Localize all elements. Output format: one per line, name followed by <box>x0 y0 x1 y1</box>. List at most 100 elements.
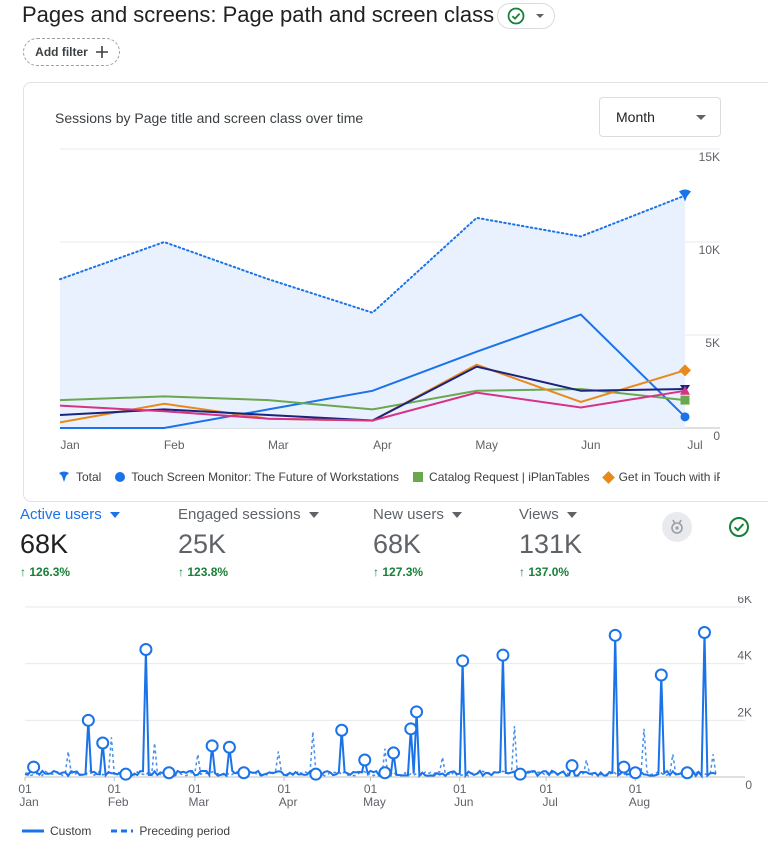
square-swatch-icon <box>413 472 424 482</box>
marker-get-in-touch <box>679 364 691 377</box>
x-tick-day: 01 <box>364 782 378 796</box>
y-tick-label: 10K <box>699 243 720 257</box>
period-select-value: Month <box>616 109 655 125</box>
data-point-total <box>54 273 66 285</box>
metric-new-users[interactable]: New users 68K ↑ 127.3% <box>373 506 462 579</box>
legend-item-preceding[interactable]: Preceding period <box>111 824 230 838</box>
solid-line-icon <box>22 829 44 833</box>
x-tick-month: Jan <box>19 795 38 809</box>
x-tick-month: May <box>363 795 386 809</box>
metric-value: 131K <box>519 529 583 559</box>
legend-label: Get in Touch with iP <box>618 470 720 484</box>
caret-down-icon <box>109 511 120 518</box>
x-tick-day: 01 <box>108 782 122 796</box>
x-tick-label: Jan <box>60 438 79 452</box>
x-tick-month: Apr <box>279 795 298 809</box>
data-point-total <box>575 230 587 242</box>
legend-item-custom[interactable]: Custom <box>22 824 91 838</box>
metric-label: New users <box>373 506 444 523</box>
marker-total <box>679 189 691 202</box>
plus-icon <box>95 46 108 58</box>
data-point-magenta <box>262 413 274 425</box>
anomaly-marker <box>335 723 349 737</box>
legend-item-catalog[interactable]: Catalog Request | iPlanTables <box>413 470 590 484</box>
caret-down-icon <box>451 511 462 518</box>
status-check-button[interactable] <box>724 512 754 542</box>
period-select[interactable]: Month <box>599 97 721 137</box>
check-circle-icon <box>729 517 749 537</box>
anomaly-marker <box>617 760 631 774</box>
data-point-catalog <box>262 394 274 406</box>
anomaly-marker <box>513 767 527 781</box>
anomaly-marker <box>404 722 418 736</box>
series-line-magenta <box>59 389 686 422</box>
insights-button[interactable] <box>662 512 692 542</box>
sessions-line-chart: 0 5K 10K 15K Jan Feb Mar Apr May Jun Jul <box>54 148 720 452</box>
anomaly-marker <box>139 643 153 656</box>
x-tick-day: 01 <box>188 782 202 796</box>
anomaly-marker <box>222 740 236 754</box>
data-point-magenta <box>575 402 587 414</box>
arrow-up-icon: ↑ <box>373 565 383 579</box>
chart2-legend: Custom Preceding period <box>22 824 230 838</box>
add-filter-button[interactable]: Add filter <box>23 38 120 66</box>
anomaly-marker <box>456 654 470 668</box>
metric-views[interactable]: Views 131K ↑ 137.0% <box>519 506 582 579</box>
data-point-touch <box>367 385 379 397</box>
data-point-total <box>471 212 483 224</box>
add-filter-label: Add filter <box>35 45 88 59</box>
data-point-magenta <box>367 415 379 427</box>
anomaly-marker <box>162 766 176 780</box>
legend-item-total[interactable]: Total <box>58 470 101 484</box>
data-point-magenta <box>158 405 170 417</box>
metric-label: Engaged sessions <box>178 506 301 523</box>
marker-magenta <box>680 385 690 395</box>
insights-icon <box>671 519 683 534</box>
x-tick-month: Jun <box>454 795 473 809</box>
chevron-down-icon <box>535 14 544 18</box>
anomaly-marker <box>81 713 95 727</box>
y-tick-label: 15K <box>699 150 720 164</box>
y-tick-label: 0 <box>745 778 752 792</box>
series-line-preceding <box>24 725 717 777</box>
legend-label: Total <box>76 470 102 484</box>
marker-catalog <box>680 395 690 405</box>
metric-label: Active users <box>20 506 102 523</box>
anomaly-marker <box>680 766 694 780</box>
check-circle-icon <box>507 7 525 25</box>
arrow-up-icon: ↑ <box>20 565 30 579</box>
anomaly-marker <box>237 766 251 780</box>
chart-title: Sessions by Page title and screen class … <box>55 110 364 126</box>
legend-item-touch[interactable]: Touch Screen Monitor: The Future of Work… <box>115 470 399 484</box>
series-line-total <box>59 194 686 314</box>
anomaly-marker <box>96 736 110 750</box>
x-tick-label: Jun <box>581 438 600 452</box>
anomaly-marker <box>358 753 372 767</box>
anomaly-marker <box>697 626 711 639</box>
diamond-swatch-icon <box>601 470 615 484</box>
metric-engaged-sessions[interactable]: Engaged sessions 25K ↑ 123.8% <box>178 506 319 579</box>
data-point-catalog <box>367 403 379 415</box>
page-title: Pages and screens: Page path and screen … <box>22 2 495 27</box>
series-line-custom <box>24 632 717 779</box>
anomaly-marker <box>654 668 668 682</box>
metric-active-users[interactable]: Active users 68K ↑ 126.3% <box>20 506 120 579</box>
y-tick-label: 4K <box>737 649 752 663</box>
anomaly-marker <box>27 760 41 774</box>
metric-change: 127.3% <box>382 565 424 579</box>
chart-legend: Total Touch Screen Monitor: The Future o… <box>58 470 720 484</box>
caret-down-icon <box>696 115 706 120</box>
anomaly-marker <box>387 746 401 760</box>
x-tick-label: May <box>475 438 498 452</box>
report-status-button[interactable] <box>497 3 555 29</box>
anomaly-marker <box>565 759 579 773</box>
metric-change: 137.0% <box>528 565 570 579</box>
legend-item-get-in-touch[interactable]: Get in Touch with iP <box>601 470 720 484</box>
x-tick-month: Feb <box>108 795 129 809</box>
legend-label: Catalog Request | iPlanTables <box>429 470 590 484</box>
pin-icon <box>59 471 69 482</box>
x-tick-label: Mar <box>268 438 289 452</box>
x-tick-month: Jul <box>542 795 557 809</box>
arrow-up-icon: ↑ <box>178 565 188 579</box>
data-point-magenta <box>54 400 66 412</box>
